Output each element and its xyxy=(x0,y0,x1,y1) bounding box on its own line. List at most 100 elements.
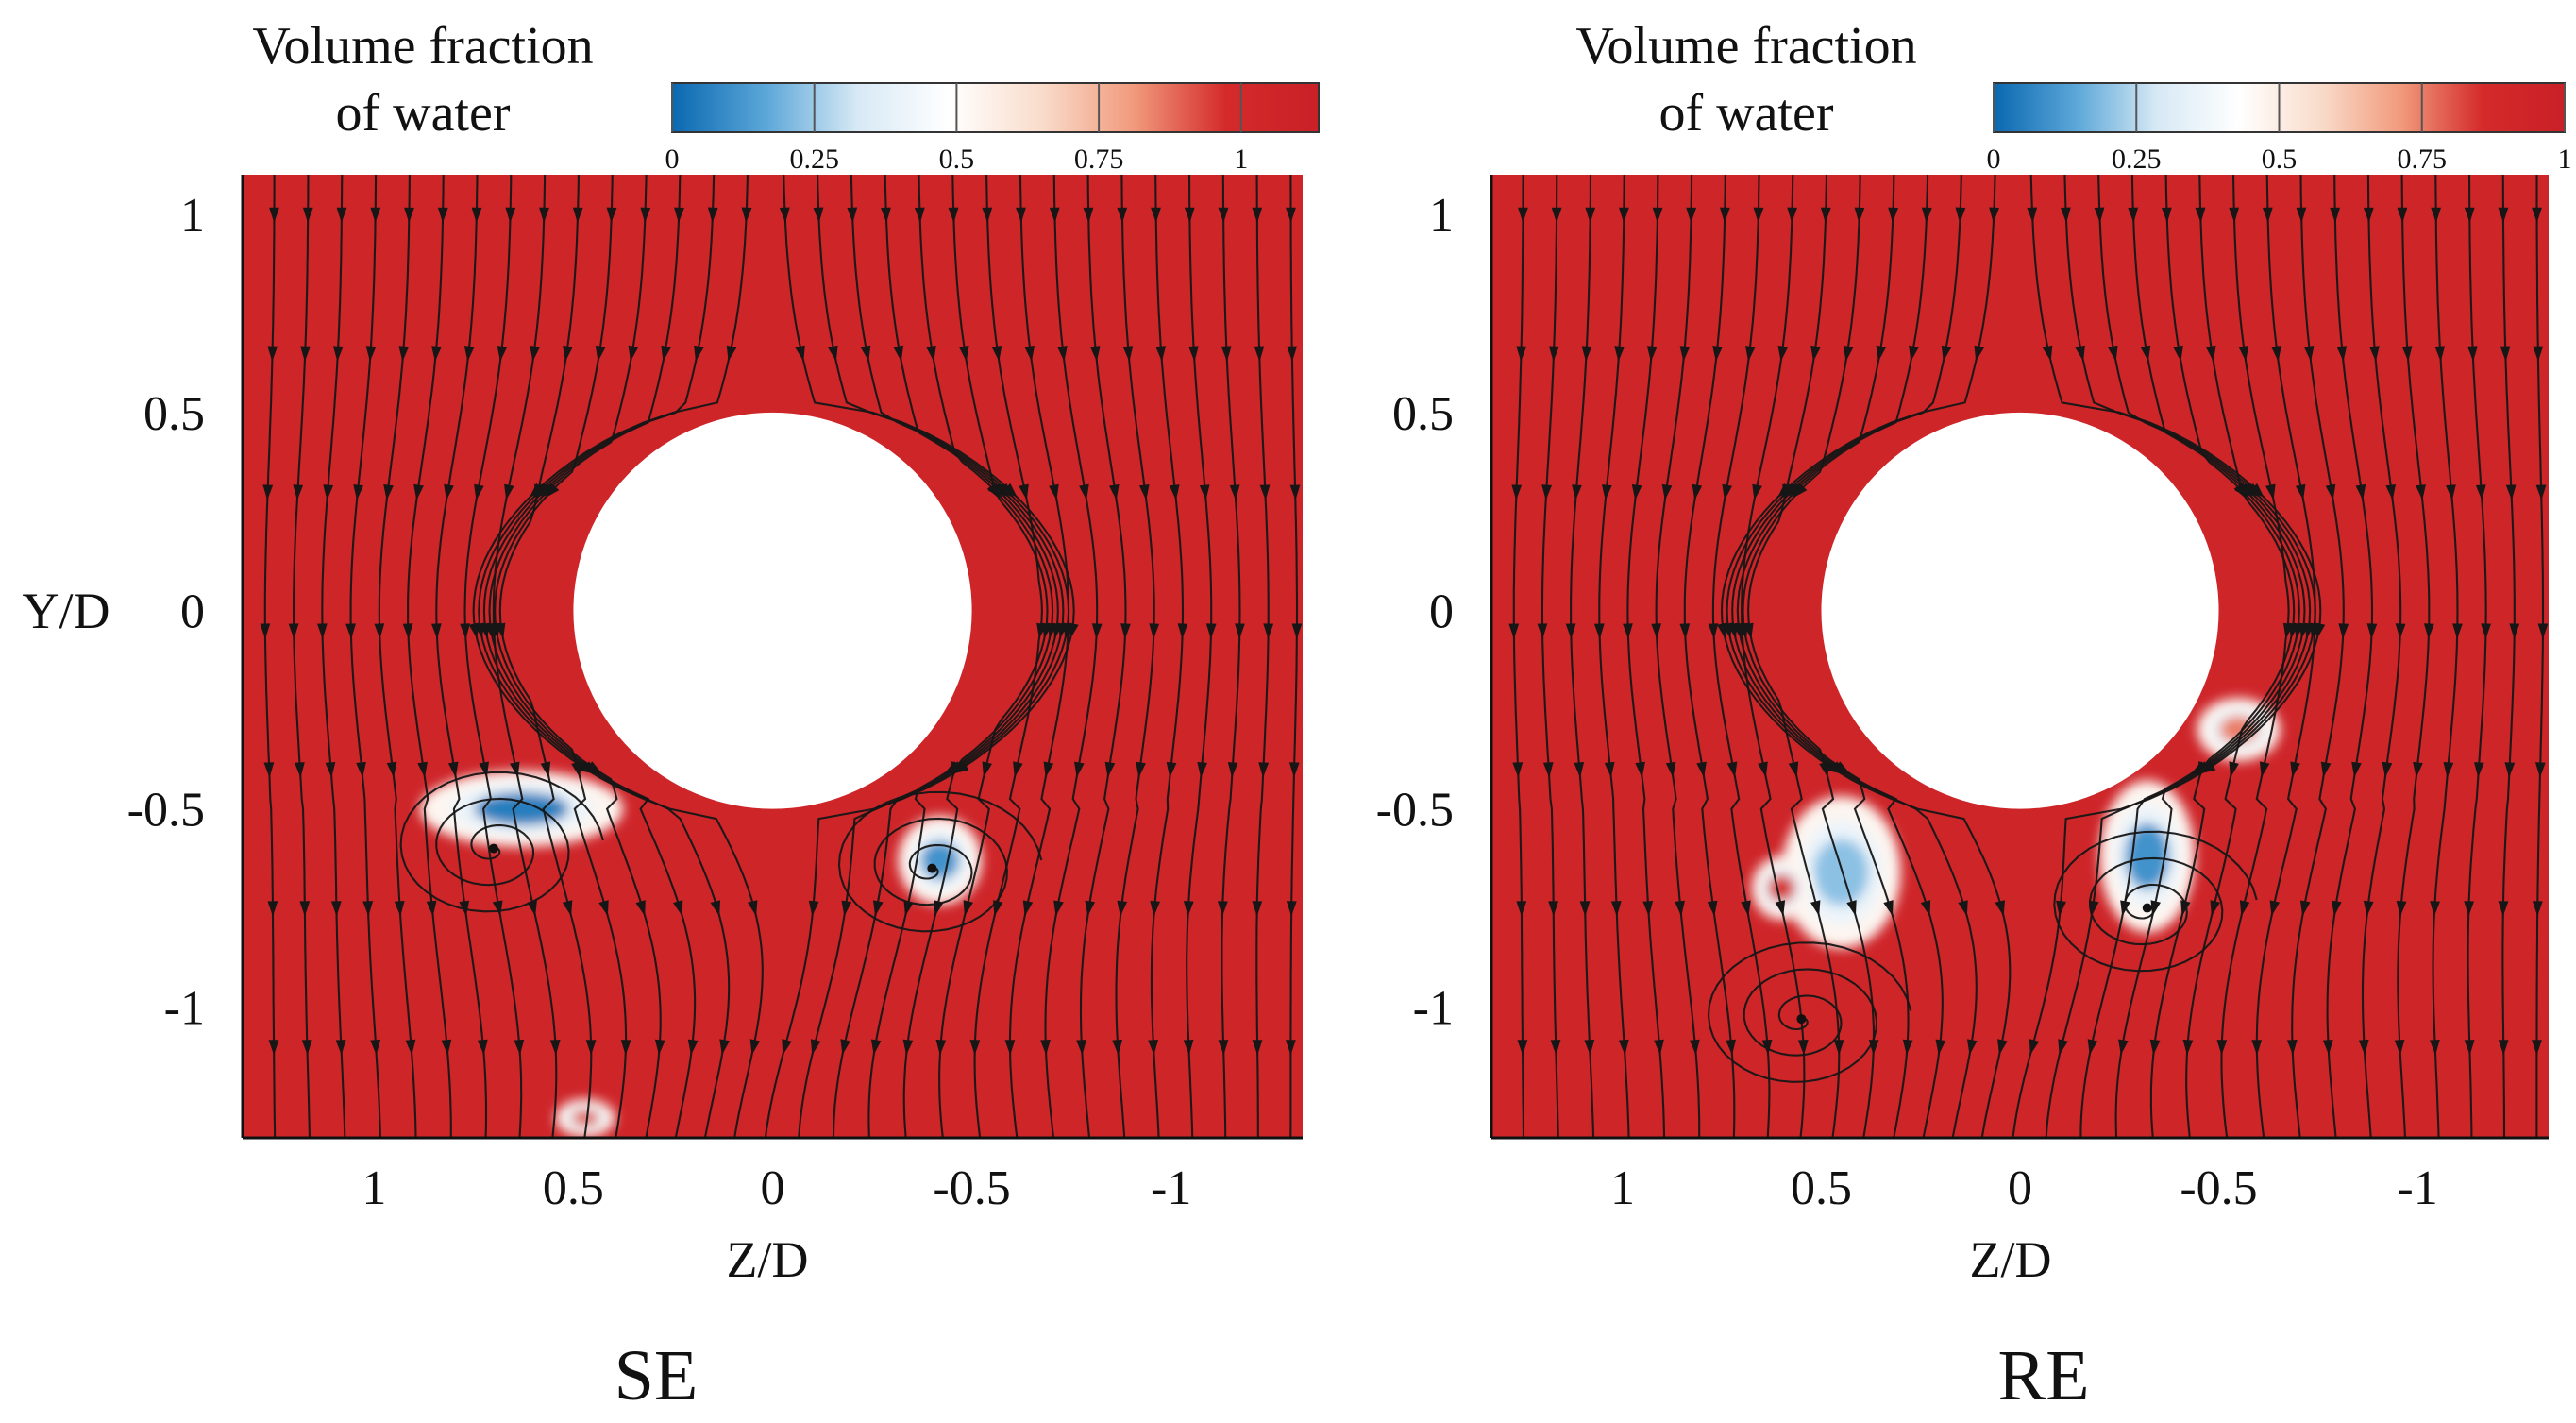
streamline-arrow xyxy=(948,207,959,223)
plot-area xyxy=(1490,175,2549,1140)
streamline-arrow xyxy=(2229,207,2239,223)
streamline-arrow xyxy=(628,345,639,362)
streamline-arrow xyxy=(1752,483,1762,500)
y-tick-label: -0.5 xyxy=(1376,784,1454,838)
streamline-arrow xyxy=(1289,484,1301,500)
streamline-arrow xyxy=(477,1039,488,1056)
streamline-arrow xyxy=(1184,207,1195,223)
streamline-arrow xyxy=(808,900,819,917)
streamline xyxy=(492,175,558,1138)
streamline xyxy=(482,175,697,1138)
colorbar-tick-label: 0.5 xyxy=(939,144,975,175)
streamline-arrow xyxy=(549,1040,561,1056)
streamline-arrow xyxy=(2173,345,2183,362)
streamline-arrow xyxy=(2481,623,2491,639)
streamline-arrow xyxy=(2532,1040,2542,1056)
streamline-arrow xyxy=(1941,345,1952,362)
vortex-spiral xyxy=(837,790,1043,933)
colorbar-gradient xyxy=(671,82,1320,133)
streamline-arrow xyxy=(1511,484,1523,500)
y-tick-label: 0.5 xyxy=(143,387,205,441)
panel-re: Volume fraction of water 0 0.25 0.5 0.75 1 1… xyxy=(1376,17,2572,1415)
streamline-arrow xyxy=(935,1039,947,1056)
streamline-arrow xyxy=(1642,901,1654,917)
streamline xyxy=(764,175,1075,1138)
streamline-arrow xyxy=(1019,483,1029,500)
streamline-arrow xyxy=(413,483,424,500)
streamline xyxy=(2361,175,2402,1138)
streamline xyxy=(1626,175,1666,1138)
streamline xyxy=(832,175,1065,1138)
streamline-arrow xyxy=(1076,1040,1086,1056)
streamline-arrow xyxy=(1581,346,1592,362)
streamline-arrow xyxy=(1288,762,1300,778)
streamline-arrow xyxy=(1550,1040,1561,1056)
streamline-arrow xyxy=(640,207,651,223)
streamline-arrow xyxy=(1169,484,1180,500)
streamline-arrow xyxy=(2162,207,2172,223)
streamline xyxy=(1720,175,2012,1138)
streamline-arrow xyxy=(963,900,973,917)
streamline-arrow xyxy=(873,900,884,917)
streamline-arrow xyxy=(1572,484,1582,500)
streamline-arrow xyxy=(1004,1040,1016,1056)
streamline-arrow xyxy=(1618,1039,1629,1056)
vortex-core xyxy=(488,843,498,854)
streamline-arrow xyxy=(2452,623,2463,639)
colorbar-tick-label: 0.25 xyxy=(2112,144,2162,175)
streamline xyxy=(494,175,628,1138)
cylinder xyxy=(573,412,972,809)
streamline-arrow xyxy=(269,207,279,223)
streamline-arrow xyxy=(365,346,377,362)
streamline-arrow xyxy=(2394,1040,2405,1056)
streamline-arrow xyxy=(2262,207,2273,223)
streamline-arrow xyxy=(860,345,871,362)
streamline xyxy=(1655,175,1701,1138)
streamline-arrow xyxy=(492,900,503,917)
streamline-arrow xyxy=(2042,345,2053,362)
streamline-arrow xyxy=(654,1039,665,1056)
streamline-arrow xyxy=(1089,346,1101,362)
streamline-arrow xyxy=(1810,345,1821,362)
streamline-arrow xyxy=(1741,900,1751,917)
streamline-arrow xyxy=(1049,483,1059,500)
streamline xyxy=(2255,175,2316,1138)
streamline-arrow xyxy=(1091,623,1103,639)
streamline-arrow xyxy=(2330,207,2340,223)
streamline-arrow xyxy=(2504,762,2516,778)
streamline-arrow xyxy=(1820,207,1831,223)
streamline-arrow xyxy=(267,346,278,362)
streamline-arrow xyxy=(687,1039,699,1056)
y-tick-label: -1 xyxy=(1413,981,1454,1035)
x-tick-label: -0.5 xyxy=(2180,1161,2257,1215)
streamline-arrow xyxy=(2358,1039,2369,1056)
streamline-arrow xyxy=(585,1040,597,1056)
streamline-arrow xyxy=(317,623,328,639)
streamline-arrow xyxy=(2239,900,2250,917)
streamline-arrow xyxy=(1846,900,1857,917)
streamline-arrow xyxy=(1661,483,1673,500)
streamline xyxy=(2326,175,2374,1138)
streamline-arrow xyxy=(1518,207,1528,223)
streamline-arrow xyxy=(1758,761,1768,778)
streamline-arrow xyxy=(1205,623,1217,639)
vortex-spiral xyxy=(399,771,604,913)
streamline-arrow xyxy=(1551,207,1562,223)
streamline-arrow xyxy=(1177,623,1188,639)
streamline-arrow xyxy=(1151,207,1161,223)
streamline-arrow xyxy=(1793,483,1808,499)
streamlines xyxy=(1508,175,2549,1138)
streamline-arrow xyxy=(1542,762,1554,778)
streamline-arrow xyxy=(2366,623,2378,639)
streamline-arrow xyxy=(1565,623,1576,639)
streamline-arrow xyxy=(2249,483,2265,499)
streamline-arrow xyxy=(330,901,342,917)
streamline-arrow xyxy=(1112,1039,1123,1056)
streamline-arrow xyxy=(1584,1040,1595,1056)
x-tick-label: 0 xyxy=(761,1161,785,1215)
streamline-arrow xyxy=(1254,346,1265,362)
streamline-arrow xyxy=(2396,900,2407,917)
air-pocket xyxy=(1751,855,1811,921)
streamline-arrow xyxy=(748,900,758,917)
streamline-arrow xyxy=(1109,483,1120,500)
